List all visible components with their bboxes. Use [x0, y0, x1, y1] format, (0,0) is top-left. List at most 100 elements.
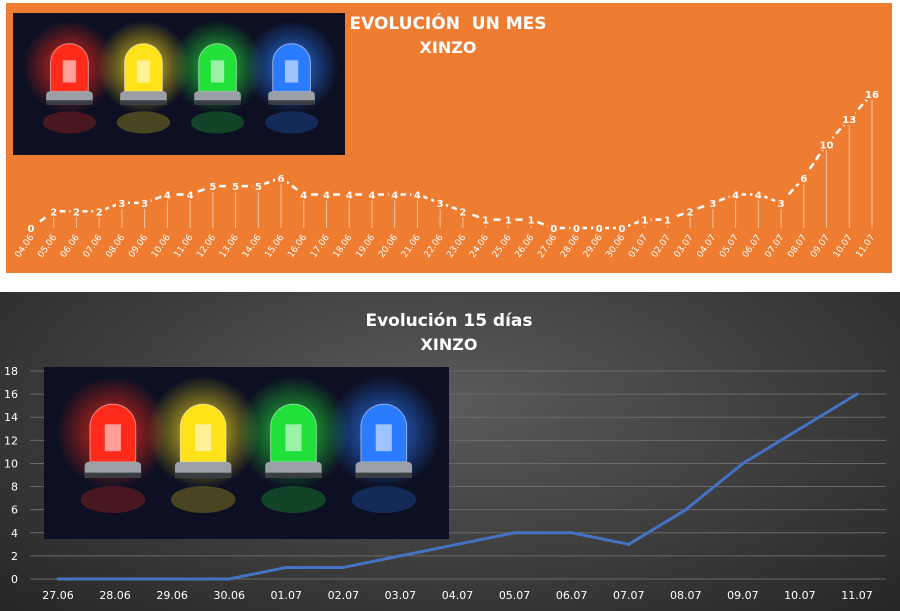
- data-label-bg: [388, 186, 401, 201]
- y-tick-label: 14: [4, 411, 18, 424]
- x-tick-label: 05.07: [718, 233, 741, 260]
- data-label: 6: [800, 174, 807, 185]
- data-label: 0: [573, 224, 580, 235]
- beacon-bulb: [284, 60, 299, 83]
- data-label: 0: [550, 224, 557, 235]
- chart-subtitle: XINZO: [421, 335, 478, 354]
- beacon-bulb: [104, 424, 121, 452]
- data-label-bg: [275, 169, 288, 184]
- x-tick-label: 26.06: [514, 233, 537, 260]
- data-label-bg: [161, 186, 174, 201]
- data-label-bg: [456, 203, 469, 218]
- data-label-bg: [70, 203, 83, 218]
- data-label: 2: [459, 207, 466, 218]
- x-tick-label: 17.06: [309, 233, 332, 260]
- data-label: 4: [300, 191, 307, 202]
- beacon-base-shadow: [84, 472, 142, 479]
- data-label: 4: [368, 191, 375, 202]
- beacon-reflection: [190, 111, 245, 134]
- y-tick-label: 6: [11, 504, 18, 517]
- x-tick-label: 01.07: [271, 589, 303, 602]
- x-tick-label: 30.06: [213, 589, 245, 602]
- data-point: [798, 427, 802, 431]
- beacon-reflection: [116, 111, 171, 134]
- x-tick-label: 02.07: [328, 589, 360, 602]
- data-label-bg: [843, 111, 856, 126]
- beacon-bulb: [62, 60, 77, 83]
- data-point: [284, 565, 288, 569]
- data-label-bg: [138, 194, 151, 209]
- beacon-reflection: [170, 486, 236, 513]
- x-tick-label: 06.07: [741, 233, 764, 260]
- data-label-bg: [252, 178, 265, 193]
- y-tick-label: 2: [11, 550, 18, 563]
- data-label: 4: [323, 191, 330, 202]
- x-tick-label: 01.07: [627, 233, 650, 260]
- data-label: 1: [482, 216, 489, 227]
- data-label-bg: [593, 220, 606, 234]
- chart-title: EVOLUCIÓN UN MES: [350, 12, 547, 34]
- data-label: 0: [28, 224, 35, 235]
- data-label-bg: [661, 211, 674, 226]
- data-point: [398, 554, 402, 558]
- data-label: 3: [709, 199, 716, 210]
- x-tick-label: 08.07: [670, 589, 702, 602]
- data-point: [570, 531, 574, 535]
- data-label: 13: [842, 115, 856, 126]
- data-label-bg: [115, 194, 128, 209]
- x-tick-label: 09.06: [127, 233, 150, 260]
- data-label-bg: [706, 194, 719, 209]
- chart-subtitle: XINZO: [420, 38, 477, 57]
- x-tick-label: 29.06: [156, 589, 188, 602]
- data-label: 1: [528, 216, 535, 227]
- data-label-bg: [729, 186, 742, 201]
- x-tick-label: 04.07: [442, 589, 474, 602]
- y-tick-label: 18: [4, 365, 18, 378]
- x-tick-label: 07.07: [764, 233, 787, 260]
- beacon-base-shadow: [46, 100, 93, 105]
- data-label-bg: [343, 186, 356, 201]
- beacon-bulb: [375, 424, 392, 452]
- x-tick-label: 02.07: [650, 233, 673, 260]
- data-label: 5: [255, 182, 262, 193]
- data-label-bg: [615, 220, 628, 234]
- x-tick-label: 15.06: [264, 233, 287, 260]
- beacon-reflection: [261, 486, 326, 513]
- data-label-bg: [866, 86, 878, 100]
- data-point: [456, 542, 459, 546]
- data-point: [741, 461, 745, 465]
- data-label: 1: [505, 216, 512, 227]
- data-label: 2: [50, 207, 57, 218]
- x-tick-label: 11.07: [854, 233, 877, 260]
- data-label: 5: [209, 182, 216, 193]
- data-label: 3: [778, 199, 785, 210]
- data-label-bg: [47, 203, 60, 218]
- x-tick-label: 22.06: [423, 233, 446, 260]
- beacon-reflection: [42, 111, 97, 134]
- x-tick-label: 19.06: [354, 233, 377, 260]
- data-point: [113, 577, 117, 581]
- data-label-bg: [479, 211, 492, 226]
- fortnight-chart-panel: Evolución 15 días XINZO 0 2 4 6 8 10 12 14 16 18 …: [0, 292, 900, 611]
- data-label: 4: [732, 191, 739, 202]
- beacon-base-shadow: [174, 472, 232, 479]
- x-tick-label: 28.06: [559, 233, 582, 260]
- data-point: [227, 577, 231, 581]
- data-label-bg: [638, 211, 651, 226]
- data-label-bg: [570, 220, 583, 234]
- data-label: 3: [437, 199, 444, 210]
- x-tick-label: 30.06: [604, 233, 627, 260]
- beacon-reflection: [351, 486, 417, 513]
- data-label-bg: [229, 178, 242, 193]
- x-tick-label: 11.06: [173, 233, 196, 260]
- beacon-base-shadow: [120, 100, 167, 105]
- x-tick-label: 13.06: [218, 233, 241, 260]
- data-label-bg: [775, 194, 788, 209]
- y-tick-label: 0: [11, 573, 18, 586]
- data-label: 3: [141, 199, 148, 210]
- x-tick-label: 07.06: [82, 233, 105, 260]
- beacon-bulb: [136, 60, 151, 83]
- x-tick-label: 10.07: [784, 589, 816, 602]
- data-label: 6: [278, 174, 285, 185]
- data-label: 4: [414, 191, 421, 202]
